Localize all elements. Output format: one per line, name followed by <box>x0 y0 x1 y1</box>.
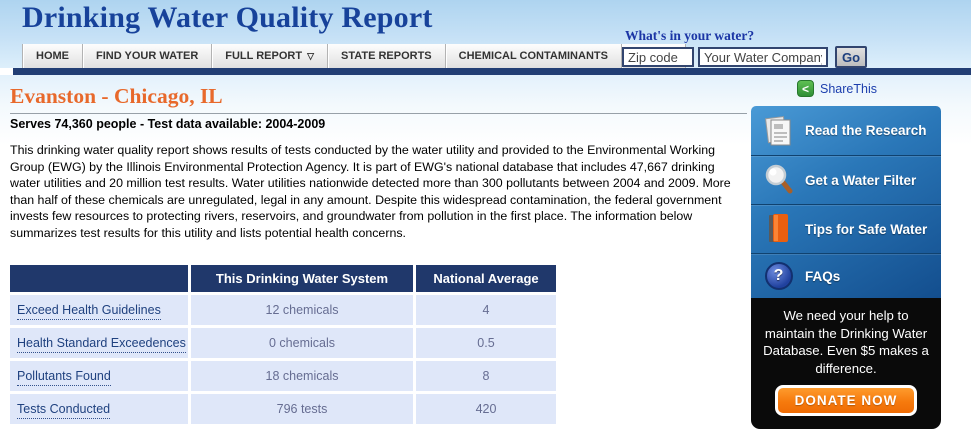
navy-divider-bar <box>13 68 971 75</box>
question-icon: ? <box>760 262 797 290</box>
exceed-health-guidelines-link[interactable]: Exceed Health Guidelines <box>17 302 161 320</box>
water-summary-table: This Drinking Water System National Aver… <box>7 262 559 427</box>
nav-item-label: FIND YOUR WATER <box>96 50 199 62</box>
book-icon <box>760 212 797 246</box>
donate-message: We need your help to maintain the Drinki… <box>763 308 929 376</box>
system-value-cell: 18 chemicals <box>191 360 413 391</box>
sharethis-button[interactable]: < ShareThis <box>797 80 877 97</box>
national-column-header: National Average <box>416 264 556 292</box>
main-content: Evanston - Chicago, IL Serves 74,360 peo… <box>10 84 747 427</box>
health-standard-exceedences-link[interactable]: Health Standard Exceedences <box>17 335 186 353</box>
sidebar-item-faqs[interactable]: ? FAQs <box>751 253 941 298</box>
nav-item-label: HOME <box>36 50 69 62</box>
sidebar-item-tips-for-safe-water[interactable]: Tips for Safe Water <box>751 204 941 253</box>
tests-conducted-link[interactable]: Tests Conducted <box>17 401 111 419</box>
pollutants-found-link[interactable]: Pollutants Found <box>17 368 111 386</box>
sidebar-links-panel: Read the Research Get a Water Filter <box>751 106 941 298</box>
nav-item-label: STATE REPORTS <box>340 50 432 62</box>
row-label-cell: Health Standard Exceedences <box>10 327 188 358</box>
go-button[interactable]: Go <box>835 46 867 68</box>
sidebar-item-get-a-water-filter[interactable]: Get a Water Filter <box>751 155 941 204</box>
system-value-cell: 12 chemicals <box>191 294 413 325</box>
chevron-down-icon: ▽ <box>307 51 314 61</box>
nav-item-find-your-water[interactable]: FIND YOUR WATER <box>83 44 213 68</box>
share-icon: < <box>797 80 814 97</box>
search-row: Go <box>622 46 922 68</box>
system-value-cell: 796 tests <box>191 393 413 424</box>
nav-item-full-report[interactable]: FULL REPORT ▽ <box>212 44 328 68</box>
nav-item-home[interactable]: HOME <box>22 44 83 68</box>
sidebar-item-read-the-research[interactable]: Read the Research <box>751 106 941 155</box>
sidebar-item-label: Tips for Safe Water <box>805 221 928 237</box>
water-search: What's in your water? Go <box>622 28 922 68</box>
nav-item-state-reports[interactable]: STATE REPORTS <box>327 44 446 68</box>
nav-item-chemical-contaminants[interactable]: CHEMICAL CONTAMINANTS <box>445 44 622 68</box>
sidebar-item-label: FAQs <box>805 268 841 284</box>
donate-now-button[interactable]: DONATE NOW <box>774 385 918 416</box>
page-header: Drinking Water Quality Report HOME FIND … <box>0 0 971 68</box>
donate-panel: We need your help to maintain the Drinki… <box>751 298 941 429</box>
search-prompt: What's in your water? <box>625 28 755 43</box>
row-label-cell: Pollutants Found <box>10 360 188 391</box>
page-title: Evanston - Chicago, IL <box>10 84 747 114</box>
table-row: Tests Conducted 796 tests 420 <box>10 393 556 424</box>
sidebar-item-label: Read the Research <box>805 123 927 138</box>
table-row: Health Standard Exceedences 0 chemicals … <box>10 327 556 358</box>
sidebar: Read the Research Get a Water Filter <box>751 106 941 429</box>
water-company-input[interactable] <box>698 47 828 67</box>
page-subtitle: Serves 74,360 people - Test data availab… <box>10 117 326 131</box>
table-header-row: This Drinking Water System National Aver… <box>10 264 556 292</box>
empty-header-cell <box>10 264 188 292</box>
national-value-cell: 4 <box>416 294 556 325</box>
table-row: Pollutants Found 18 chemicals 8 <box>10 360 556 391</box>
sharethis-label: ShareThis <box>820 81 877 96</box>
magnifier-icon <box>760 163 797 197</box>
sidebar-item-label: Get a Water Filter <box>805 172 917 188</box>
nav-item-label: FULL REPORT <box>225 50 303 62</box>
nav-item-label: CHEMICAL CONTAMINANTS <box>458 50 608 62</box>
national-value-cell: 420 <box>416 393 556 424</box>
zip-code-input[interactable] <box>622 47 694 67</box>
site-title: Drinking Water Quality Report <box>22 1 433 34</box>
national-value-cell: 8 <box>416 360 556 391</box>
system-value-cell: 0 chemicals <box>191 327 413 358</box>
national-value-cell: 0.5 <box>416 327 556 358</box>
row-label-cell: Exceed Health Guidelines <box>10 294 188 325</box>
system-column-header: This Drinking Water System <box>191 264 413 292</box>
question-mark-glyph: ? <box>764 262 793 290</box>
main-nav: HOME FIND YOUR WATER FULL REPORT ▽ STATE … <box>22 44 687 68</box>
intro-paragraph: This drinking water quality report shows… <box>10 143 731 240</box>
row-label-cell: Tests Conducted <box>10 393 188 424</box>
documents-icon <box>760 114 797 148</box>
table-row: Exceed Health Guidelines 12 chemicals 4 <box>10 294 556 325</box>
